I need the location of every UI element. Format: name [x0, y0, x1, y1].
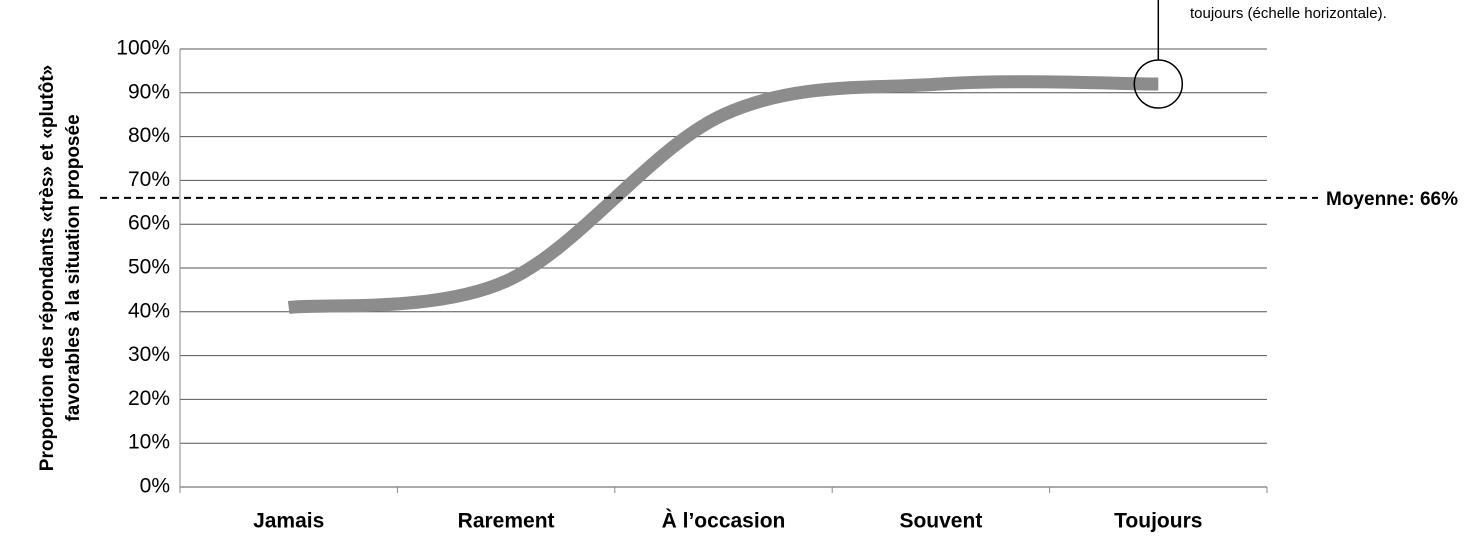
x-tick-label: Souvent [899, 510, 982, 533]
y-axis-label: favorables à la situation proposée [63, 114, 84, 421]
x-tick-label: Jamais [253, 510, 324, 533]
y-tick-label: 10% [128, 431, 170, 454]
x-tick-label: Rarement [458, 510, 555, 533]
y-tick-label: 70% [128, 168, 170, 191]
annotation: toujours (échelle horizontale). [1190, 5, 1387, 22]
mean-label: Moyenne: 66% [1326, 189, 1458, 210]
y-tick-label: 0% [140, 475, 170, 498]
x-tick-label: Toujours [1114, 510, 1202, 533]
y-tick-label: 50% [128, 256, 170, 279]
y-tick-label: 30% [128, 343, 170, 366]
data-line [287, 75, 1159, 314]
y-tick-label: 20% [128, 387, 170, 410]
y-tick-label: 90% [128, 80, 170, 103]
y-axis-label: Proportion des répondants «très» et «plu… [37, 65, 58, 471]
y-tick-label: 60% [128, 212, 170, 235]
y-tick-label: 100% [116, 37, 170, 60]
y-tick-label: 80% [128, 124, 170, 147]
x-tick-label: À l’occasion [662, 510, 786, 533]
y-tick-label: 40% [128, 299, 170, 322]
